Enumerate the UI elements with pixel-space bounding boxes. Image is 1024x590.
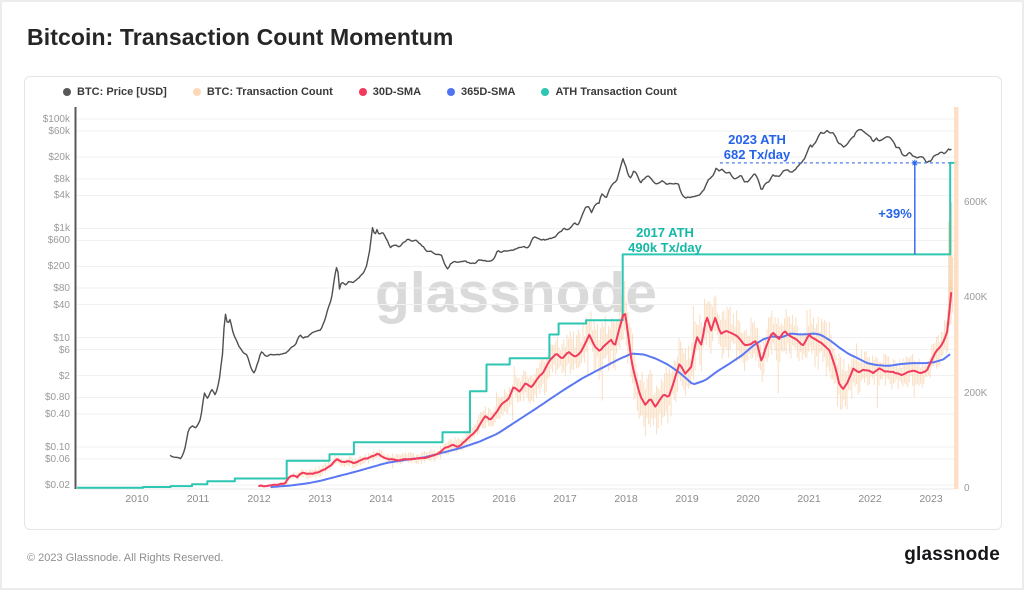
y-axis-left-tick-label: $0.06: [44, 454, 70, 465]
y-axis-left-tick-label: $4k: [53, 190, 70, 201]
x-axis-tick-label: 2010: [125, 493, 149, 505]
x-axis-tick-label: 2019: [675, 493, 699, 505]
y-axis-left-tick-label: $200: [47, 261, 70, 272]
legend-dot-icon: [447, 88, 456, 96]
legend-item-label: 30D-SMA: [372, 86, 422, 98]
y-axis-left-tick-label: $0.10: [44, 442, 70, 453]
legend-dot-icon: [63, 88, 71, 96]
legend-dot-icon: [358, 88, 367, 96]
annotation-delta-percent: +39%: [878, 206, 912, 221]
legend-item-btc-price-usd[interactable]: BTC: Price [USD]: [63, 86, 167, 98]
y-axis-left-tick-label: $2: [58, 371, 70, 382]
legend-item-btc-transaction-count[interactable]: BTC: Transaction Count: [192, 86, 333, 98]
legend-dot-icon: [192, 88, 201, 96]
plot-area[interactable]: [77, 107, 957, 489]
y-axis-left-tick-label: $20k: [48, 152, 70, 163]
x-axis-tick-label: 2017: [553, 493, 577, 505]
legend-item-365d-sma[interactable]: 365D-SMA: [447, 86, 515, 98]
page-title: Bitcoin: Transaction Count Momentum: [27, 24, 454, 50]
annotation-2017-ath-value: 490k Tx/day: [628, 240, 702, 255]
y-axis-left-tick-label: $600: [47, 235, 70, 246]
y-axis-left-tick-label: $60k: [48, 126, 70, 137]
y-axis-right-tick-label: 400K: [964, 292, 988, 303]
y-axis-right-tick-label: 200K: [964, 388, 988, 399]
legend-item-30d-sma[interactable]: 30D-SMA: [358, 86, 422, 98]
x-axis-tick-label: 2023: [919, 493, 943, 505]
annotation-2023-ath-value: 682 Tx/day: [723, 147, 791, 162]
legend-item-ath-transaction-count[interactable]: ATH Transaction Count: [541, 86, 677, 98]
chart-legend: BTC: Price [USD] BTC: Transaction Count 30…: [63, 86, 677, 98]
annotation-2017-ath-title: 2017 ATH: [636, 225, 694, 240]
x-axis-tick-label: 2018: [614, 493, 638, 505]
y-axis-right-tick-label: 600K: [964, 197, 988, 208]
x-axis-tick-label: 2013: [308, 493, 332, 505]
x-axis-tick-label: 2021: [797, 493, 821, 505]
y-axis-left-tick-label: $8k: [53, 174, 70, 185]
y-axis-left-tick-label: $100k: [42, 114, 70, 125]
x-axis-tick-label: 2020: [736, 493, 760, 505]
y-axis-left-tick-label: $80: [53, 283, 70, 294]
legend-item-label: 365D-SMA: [461, 86, 516, 98]
legend-item-label: BTC: Transaction Count: [206, 86, 333, 98]
x-axis-tick-label: 2022: [858, 493, 882, 505]
x-axis-tick-label: 2016: [492, 493, 516, 505]
y-axis-left-tick-label: $40: [53, 300, 70, 311]
legend-item-label: ATH Transaction Count: [555, 86, 677, 98]
legend-dot-icon: [541, 88, 550, 96]
x-axis-tick-label: 2014: [369, 493, 393, 505]
x-axis-tick-label: 2015: [431, 493, 455, 505]
y-axis-left-tick-label: $0.02: [44, 480, 70, 491]
glassnode-logo: glassnode: [904, 544, 1000, 565]
y-axis-right-tick-label: 0: [964, 483, 970, 494]
footer-copyright: © 2023 Glassnode. All Rights Reserved.: [27, 552, 224, 564]
x-axis-tick-label: 2012: [247, 493, 271, 505]
annotation-2023-ath-title: 2023 ATH: [728, 132, 786, 147]
legend-item-label: BTC: Price [USD]: [77, 86, 167, 98]
annotation-2017-ath: 2017 ATH 490k Tx/day: [602, 225, 728, 255]
y-axis-left-tick-label: $0.80: [44, 392, 70, 403]
y-axis-left-tick-label: $1k: [53, 223, 70, 234]
x-axis-tick-label: 2011: [186, 493, 210, 505]
y-axis-left-tick-label: $10: [53, 333, 70, 344]
annotation-2023-ath: 2023 ATH 682 Tx/day: [695, 132, 819, 162]
y-axis-left-tick-label: $0.40: [44, 409, 70, 420]
y-axis-left-tick-label: $6: [58, 345, 70, 356]
